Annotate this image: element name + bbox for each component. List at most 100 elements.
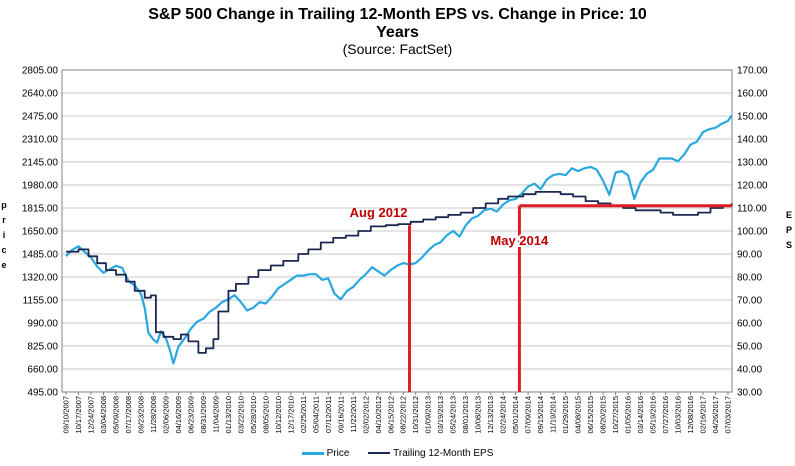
x-tick-label: 09/23/2008 xyxy=(136,396,145,434)
x-tick-label: 10/03/2016 xyxy=(674,396,683,434)
x-tick-label: 04/26/2017 xyxy=(711,396,720,434)
y-right-tick-label: 70.00 xyxy=(737,296,762,307)
chart-title-line-2: Years xyxy=(376,24,419,41)
series-layer xyxy=(65,114,733,365)
chart-title-line-1: S&P 500 Change in Trailing 12-Month EPS … xyxy=(148,6,647,23)
y-left-tick-label: 2310.00 xyxy=(22,135,59,146)
y-left-label-char: e xyxy=(1,260,6,270)
chart-subtitle: (Source: FactSet) xyxy=(342,41,453,57)
legend-swatch-eps xyxy=(368,452,391,455)
y-left-tick-label: 2805.00 xyxy=(22,66,59,77)
x-tick-label: 05/24/2013 xyxy=(449,396,458,434)
y-right-tick-label: 90.00 xyxy=(737,250,762,261)
x-tick-label: 11/22/2011 xyxy=(349,396,358,432)
x-tick-label: 04/16/2009 xyxy=(174,396,183,434)
gridlines xyxy=(62,69,732,393)
legend: Price Trailing 12-Month EPS xyxy=(0,448,795,459)
y-right-tick-label: 140.00 xyxy=(737,135,768,146)
x-tick-label: 02/25/2011 xyxy=(299,396,308,433)
y-right-label-char: S xyxy=(786,240,792,250)
x-tick-label: 11/04/2009 xyxy=(211,396,220,433)
x-tick-label: 12/17/2010 xyxy=(286,396,295,434)
x-tick-label: 08/20/2015 xyxy=(599,396,608,434)
legend-swatch-price xyxy=(301,451,324,455)
y-left-tick-label: 1485.00 xyxy=(22,250,59,261)
y-right-tick-label: 130.00 xyxy=(737,158,768,169)
x-tick-label: 05/09/2008 xyxy=(111,396,120,434)
y-left-tick-label: 1650.00 xyxy=(22,227,59,238)
plot-frame xyxy=(61,69,733,393)
x-tick-label: 01/05/2016 xyxy=(624,396,633,434)
annotation-label-may-2014: May 2014 xyxy=(490,233,549,248)
x-tick-label: 08/05/2010 xyxy=(261,396,270,434)
x-tick-label: 06/23/2009 xyxy=(186,396,195,434)
x-tick-label: 08/31/2009 xyxy=(199,396,208,434)
y-left-tick-label: 825.00 xyxy=(27,342,58,353)
x-tick-label: 09/16/2011 xyxy=(336,396,345,433)
annotation-layer: Aug 2012 May 2014 xyxy=(350,204,732,392)
x-tick-label: 03/04/2008 xyxy=(99,396,108,434)
x-tick-label: 10/08/2013 xyxy=(474,396,483,434)
x-tick-label: 08/01/2013 xyxy=(461,396,470,434)
x-tick-label: 06/15/2012 xyxy=(386,396,395,434)
x-tick-label: 05/28/2010 xyxy=(249,396,258,434)
x-tick-label: 03/19/2013 xyxy=(436,396,445,434)
y-right-label-char: P xyxy=(786,225,792,235)
x-tick-label: 03/14/2016 xyxy=(636,396,645,434)
x-tick-label: 07/12/2011 xyxy=(324,396,333,433)
x-tick-label: 05/04/2011 xyxy=(311,396,320,433)
legend-item-eps: Trailing 12-Month EPS xyxy=(368,448,493,459)
y-left-tick-label: 1155.00 xyxy=(23,296,59,307)
annotation-label-aug-2012: Aug 2012 xyxy=(350,205,408,220)
legend-label-eps: Trailing 12-Month EPS xyxy=(393,448,494,459)
y-left-label-char: p xyxy=(1,200,7,210)
x-tick-label: 01/13/2010 xyxy=(224,396,233,434)
x-axis: 09/10/2007 10/17/2007 12/24/2007 03/04/2008… xyxy=(62,392,733,434)
x-tick-label: 06/15/2015 xyxy=(586,396,595,434)
y-right-tick-label: 30.00 xyxy=(737,388,762,399)
x-tick-label: 07/27/2016 xyxy=(661,396,670,434)
legend-item-price: Price xyxy=(301,448,350,459)
y-axis-left: 2805.00 2640.00 2475.00 2310.00 2145.00 1980.… xyxy=(22,66,59,399)
y-left-label-char: r xyxy=(2,215,6,225)
x-tick-label: 01/29/2015 xyxy=(561,396,570,434)
y-left-tick-label: 2475.00 xyxy=(22,112,59,123)
y-axis-right: 170.00 160.00 150.00 140.00 130.00 120.00 110.… xyxy=(737,66,768,399)
x-tick-label: 11/28/2008 xyxy=(149,396,158,433)
y-right-tick-label: 110.00 xyxy=(737,204,767,215)
x-tick-label: 01/09/2013 xyxy=(424,396,433,434)
x-tick-label: 02/16/2017 xyxy=(699,396,708,434)
y-left-tick-label: 495.00 xyxy=(27,388,58,399)
x-tick-label: 10/12/2010 xyxy=(274,396,283,434)
x-tick-label: 07/17/2008 xyxy=(124,396,133,434)
y-right-tick-label: 80.00 xyxy=(737,273,762,284)
series-line-price xyxy=(65,114,733,365)
y-left-tick-label: 2640.00 xyxy=(22,89,59,100)
x-tick-label: 09/10/2007 xyxy=(62,396,71,434)
y-right-label-char: E xyxy=(786,210,792,220)
chart-title: S&P 500 Change in Trailing 12-Month EPS … xyxy=(0,6,795,42)
y-left-tick-label: 2145.00 xyxy=(22,158,59,169)
x-tick-label: 05/19/2016 xyxy=(649,396,658,434)
y-right-tick-label: 50.00 xyxy=(737,342,762,353)
y-right-tick-label: 60.00 xyxy=(737,319,762,330)
x-tick-label: 12/08/2016 xyxy=(686,396,695,434)
y-right-tick-label: 100.00 xyxy=(737,227,768,238)
x-tick-label: 07/09/2014 xyxy=(524,396,533,434)
y-left-tick-label: 1320.00 xyxy=(22,273,59,284)
x-tick-label: 07/03/2017 xyxy=(724,396,733,434)
y-left-tick-label: 1815.00 xyxy=(22,204,59,215)
x-tick-label: 04/10/2012 xyxy=(374,396,383,434)
y-right-tick-label: 40.00 xyxy=(737,365,762,376)
x-tick-label: 02/24/2014 xyxy=(499,396,508,434)
y-left-tick-label: 1980.00 xyxy=(22,181,59,192)
y-right-tick-label: 150.00 xyxy=(737,112,768,123)
series-line-eps xyxy=(66,191,733,354)
x-tick-label: 05/01/2014 xyxy=(511,396,520,434)
x-tick-label: 02/02/2012 xyxy=(361,396,370,434)
legend-label-price: Price xyxy=(326,448,350,459)
x-tick-label: 10/17/2007 xyxy=(74,396,83,434)
x-tick-label: 10/27/2015 xyxy=(611,396,620,434)
